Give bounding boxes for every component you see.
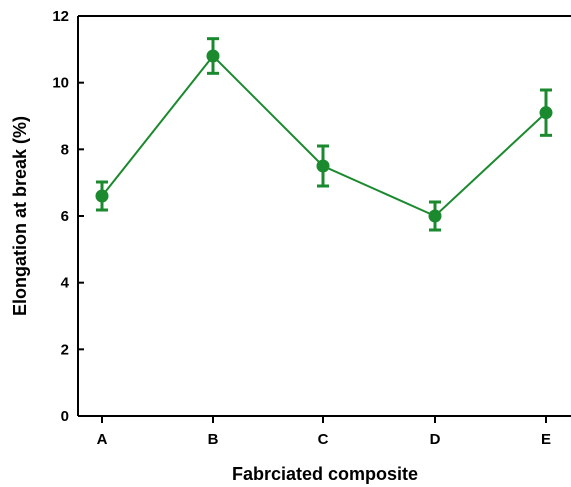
y-tick-label: 4 [61,275,70,292]
data-point [428,209,442,223]
data-point [206,49,220,63]
data-point [95,189,109,203]
x-tick-label: B [208,431,219,448]
x-tick-label: A [97,431,108,448]
x-tick-label: C [318,431,329,448]
data-point [539,106,553,120]
y-tick-label: 0 [61,408,69,425]
y-tick-label: 6 [61,208,69,225]
y-tick-label: 2 [61,341,69,358]
y-tick-label: 12 [52,8,69,25]
y-tick-label: 10 [52,75,69,92]
x-ticks: A B C D E [97,416,551,448]
x-tick-label: D [430,431,441,448]
x-axis-title: Fabrciated composite [232,464,418,484]
data-point [316,159,330,173]
axes [77,15,571,417]
x-tick-label: E [541,431,551,448]
series-elongation [95,37,553,232]
y-axis-title: Elongation at break (%) [10,116,30,316]
series-line [101,54,547,218]
y-tick-label: 8 [61,141,69,158]
y-ticks: 0 2 4 6 8 10 12 [52,8,84,425]
